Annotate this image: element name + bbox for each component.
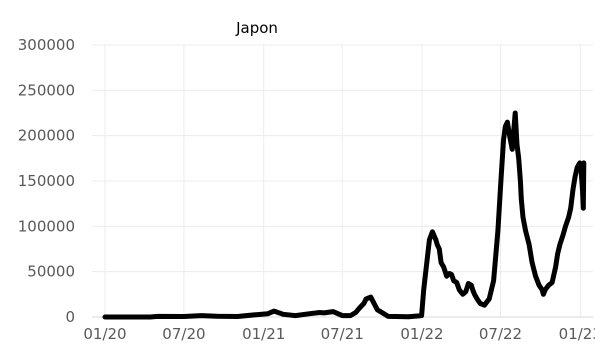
x-tick-label: 01/21 (242, 325, 285, 343)
series-line (102, 110, 587, 320)
x-tick-label: 07/20 (162, 325, 205, 343)
x-tick-label: 01/20 (83, 325, 126, 343)
y-axis-ticks: 0 50000 100000 150000 200000 250000 300000 (18, 36, 75, 326)
y-tick-label: 150000 (18, 172, 75, 190)
y-tick-label: 250000 (18, 81, 75, 99)
grid (92, 44, 593, 318)
y-tick-label: 100000 (18, 217, 75, 235)
y-tick-label: 200000 (18, 127, 75, 145)
x-tick-label: 01/22 (400, 325, 443, 343)
y-tick-label: 50000 (27, 263, 75, 281)
y-tick-label: 0 (65, 308, 75, 326)
x-tick-label: 01/23 (559, 325, 595, 343)
x-tick-label: 07/21 (321, 325, 364, 343)
chart-title: Japon (235, 19, 278, 37)
y-tick-label: 300000 (18, 36, 75, 54)
x-axis-ticks: 01/20 07/20 01/21 07/21 01/22 07/22 01/23 (83, 325, 595, 343)
series (102, 110, 587, 320)
x-tick-label: 07/22 (479, 325, 522, 343)
